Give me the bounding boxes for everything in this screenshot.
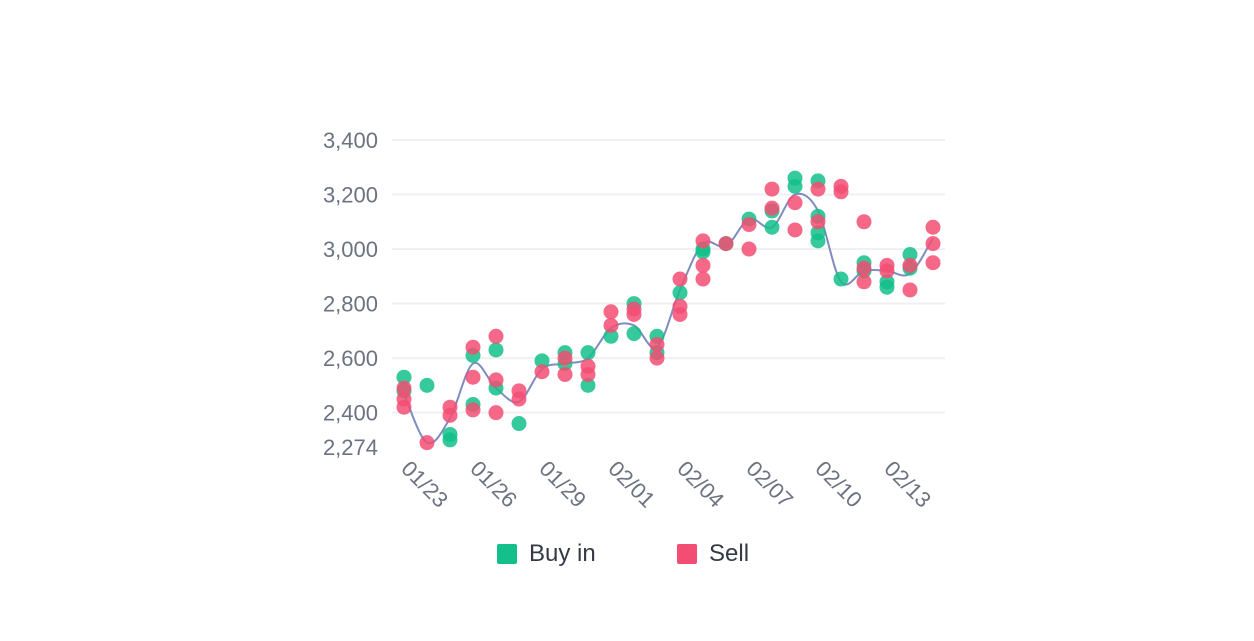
- x-tick-label: 02/13: [879, 456, 936, 513]
- legend-item-buy-in[interactable]: Buy in: [497, 540, 596, 568]
- legend-item-sell[interactable]: Sell: [677, 540, 749, 568]
- grid-lines: [392, 139, 945, 414]
- legend-label-buy-in: Buy in: [529, 540, 596, 567]
- y-tick-label: 2,274: [323, 435, 378, 460]
- buy-in-point: [672, 285, 688, 301]
- sell-point: [787, 222, 803, 238]
- sell-point: [465, 369, 481, 385]
- buy-in-point: [396, 369, 412, 385]
- sell-point: [672, 271, 688, 287]
- buy-in-point: [879, 279, 895, 295]
- trend-line-path: [403, 192, 934, 445]
- x-tick-label: 02/01: [603, 456, 660, 513]
- sell-point: [764, 181, 780, 197]
- buy-in-point: [580, 345, 596, 361]
- x-tick-label: 01/29: [534, 456, 591, 513]
- sell-point: [626, 306, 642, 322]
- sell-point: [465, 339, 481, 355]
- y-tick-label: 3,400: [323, 128, 378, 153]
- sell-point: [741, 241, 757, 257]
- sell-point: [396, 399, 412, 415]
- sell-point: [465, 402, 481, 418]
- sell-point: [695, 271, 711, 287]
- sell-point: [925, 219, 941, 235]
- sell-point: [488, 372, 504, 388]
- sell-point: [603, 304, 619, 320]
- buy-in-point: [810, 233, 826, 249]
- x-tick-label: 01/26: [465, 456, 522, 513]
- x-tick-label: 02/04: [672, 456, 729, 513]
- sell-point: [718, 236, 734, 252]
- sell-point: [856, 274, 872, 290]
- buy-in-point: [764, 219, 780, 235]
- sell-point: [488, 405, 504, 421]
- legend-label-sell: Sell: [709, 540, 750, 567]
- buy-in-point: [787, 178, 803, 194]
- sell-point: [603, 317, 619, 333]
- sell-point: [442, 407, 458, 423]
- sell-point: [833, 184, 849, 200]
- sell-point: [419, 435, 435, 451]
- buy-in-point: [603, 328, 619, 344]
- sell-point: [695, 257, 711, 273]
- sell-point: [557, 366, 573, 382]
- x-tick-label: 02/10: [810, 456, 867, 513]
- sell-point: [511, 391, 527, 407]
- sell-point: [879, 263, 895, 279]
- y-tick-label: 2,400: [323, 401, 378, 426]
- buy-in-point: [695, 244, 711, 260]
- sell-point: [557, 350, 573, 366]
- sell-point: [649, 336, 665, 352]
- sell-series: [396, 178, 941, 451]
- sell-point: [764, 200, 780, 216]
- sell-point: [534, 364, 550, 380]
- buy-in-point: [511, 416, 527, 432]
- buy-in-point: [833, 271, 849, 287]
- buy-in-point: [534, 353, 550, 369]
- chart-legend: Buy in Sell: [0, 540, 1254, 574]
- sell-point: [649, 350, 665, 366]
- buy-in-point: [626, 326, 642, 342]
- sell-point: [856, 260, 872, 276]
- sell-point: [856, 214, 872, 230]
- buy-in-point: [442, 426, 458, 442]
- sell-point: [580, 366, 596, 382]
- buy-in-swatch: [497, 544, 517, 564]
- y-tick-label: 3,000: [323, 237, 378, 262]
- sell-swatch: [677, 544, 697, 564]
- buy-in-point: [419, 377, 435, 393]
- sell-point: [902, 282, 918, 298]
- sell-point: [741, 217, 757, 233]
- sell-point: [925, 255, 941, 271]
- sell-point: [488, 328, 504, 344]
- buy-in-point: [580, 377, 596, 393]
- buy-in-point: [488, 342, 504, 358]
- y-axis-tick-labels: 3,400 3,200 3,000 2,800 2,600 2,400 2,274: [323, 128, 378, 460]
- x-tick-label: 01/23: [396, 456, 453, 513]
- sell-point: [810, 214, 826, 230]
- sell-point: [695, 233, 711, 249]
- x-tick-label: 02/07: [741, 456, 798, 513]
- buy-in-point: [902, 247, 918, 263]
- y-tick-label: 2,800: [323, 292, 378, 317]
- sell-point: [672, 306, 688, 322]
- sell-point: [396, 380, 412, 396]
- y-tick-label: 3,200: [323, 183, 378, 208]
- sell-point: [787, 195, 803, 211]
- sell-point: [902, 257, 918, 273]
- x-axis-tick-labels: 01/23 01/26 01/29 02/01 02/04 02/07 02/10 02/13: [396, 456, 936, 513]
- sell-point: [925, 236, 941, 252]
- y-tick-label: 2,600: [323, 346, 378, 371]
- trend-line: [403, 192, 934, 445]
- sell-point: [810, 181, 826, 197]
